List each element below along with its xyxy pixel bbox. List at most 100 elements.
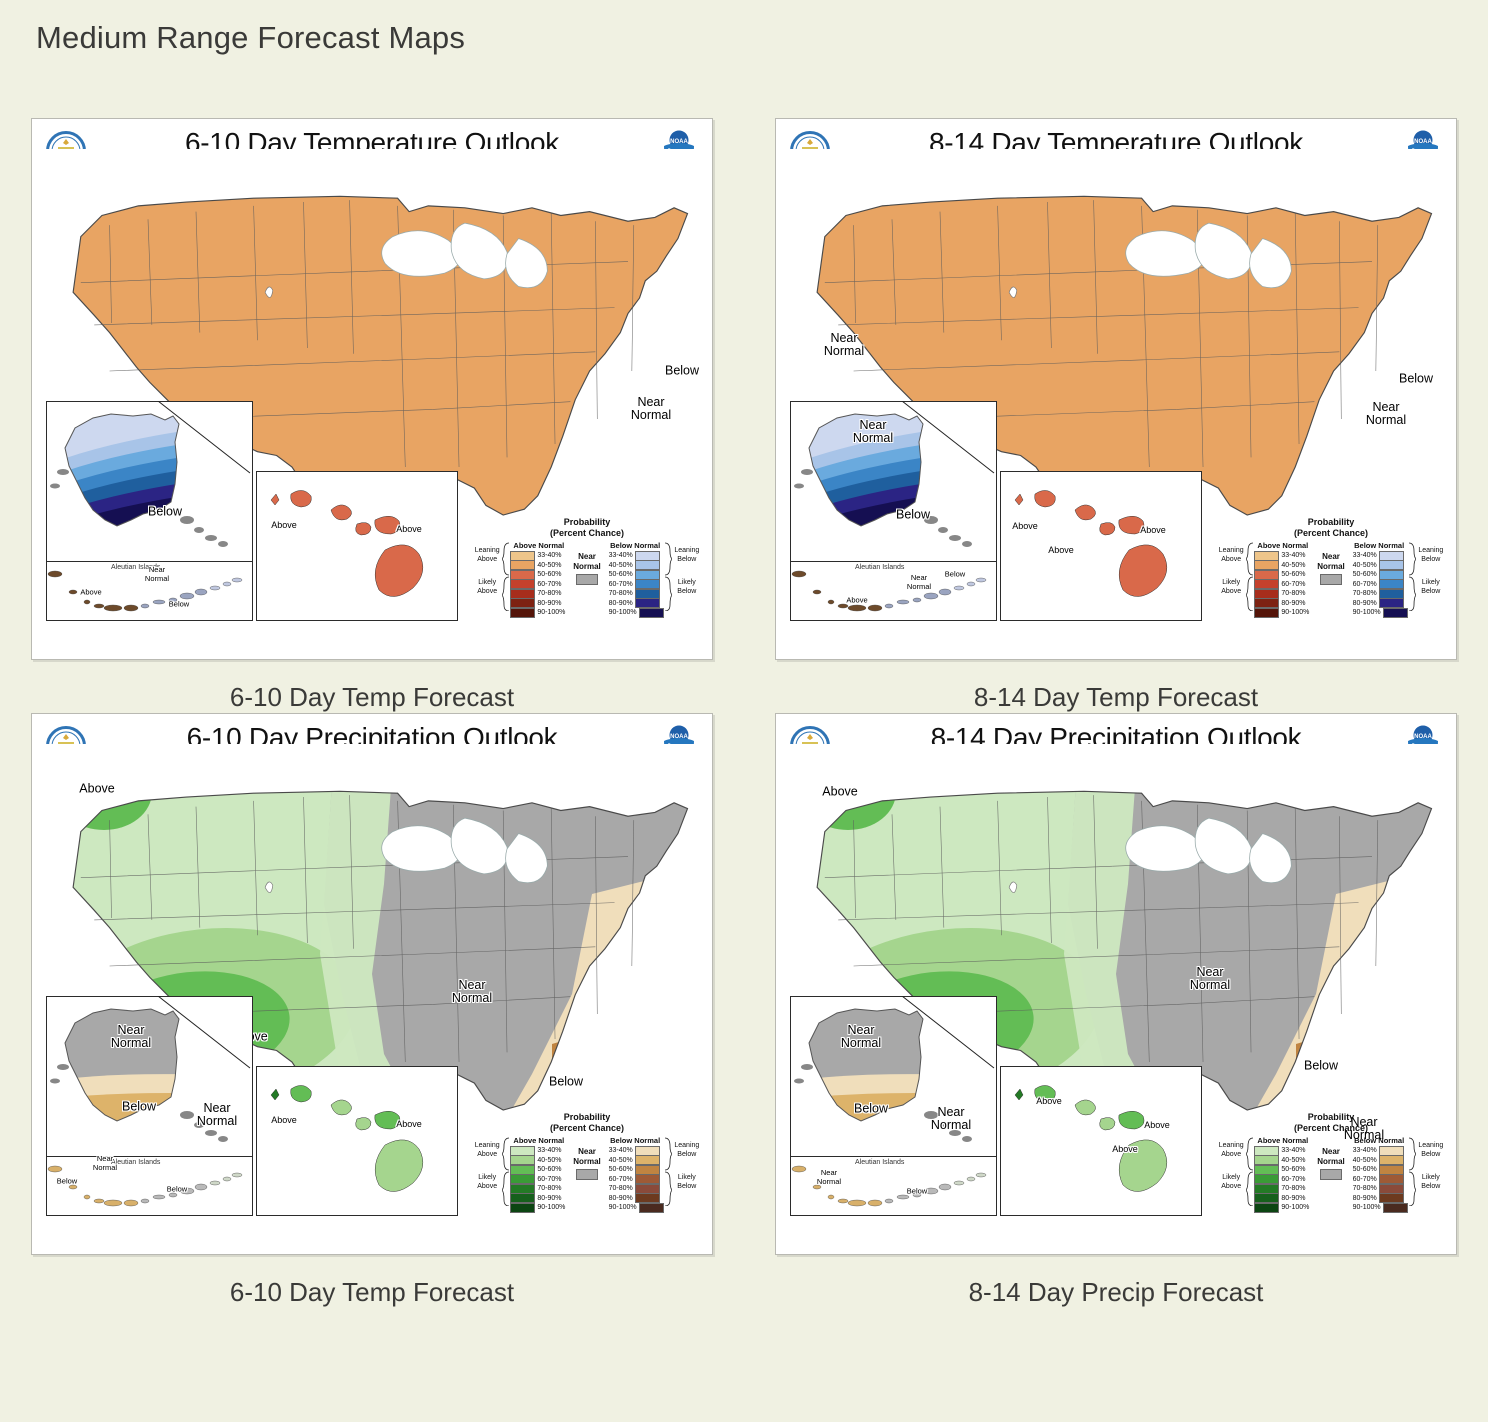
legend-swatch-row: 40-50%	[607, 560, 664, 570]
legend-near-normal: Near Normal	[567, 1136, 606, 1213]
legend-swatch-label: 33-40%	[1281, 1147, 1306, 1154]
probability-legend: Probability (Percent Chance) Leaning Abov…	[1216, 1112, 1446, 1222]
legend-title-line1: Probability	[1307, 1112, 1355, 1122]
legend-swatch-label: 40-50%	[537, 1156, 562, 1164]
legend-below-header: Below Normal	[1354, 1136, 1405, 1145]
legend-swatch-row: 60-70%	[1254, 579, 1311, 589]
aleutian-islands-title: Aleutian Islands	[111, 564, 161, 571]
legend-swatch-row: 90-100%	[607, 1202, 664, 1213]
legend-swatch-label: 33-40%	[608, 1147, 633, 1154]
alaska-inset[interactable]: Near Normal Below Near Normal	[46, 996, 253, 1158]
aleutian-islands-title: Aleutian Islands	[855, 564, 905, 571]
legend-swatch-row: 70-80%	[510, 1183, 567, 1194]
legend-swatch	[1378, 588, 1404, 599]
legend-swatch-label: 33-40%	[537, 552, 562, 559]
svg-text:NOAA: NOAA	[1414, 139, 1432, 145]
probability-legend: Probability (Percent Chance) Leaning Abov…	[1216, 517, 1446, 627]
legend-near-swatch	[576, 574, 598, 585]
legend-swatch-row: 60-70%	[1351, 579, 1408, 589]
legend-near-line1: Near	[1322, 1147, 1340, 1156]
legend-swatch-label: 33-40%	[1281, 552, 1306, 559]
legend-swatch	[634, 550, 660, 561]
legend-right-brace	[664, 541, 673, 618]
legend-right-brace	[1408, 541, 1417, 618]
map-frame-temp_8_14[interactable]: NOAA 8-14 Day Temperature Outlook Valid:…	[775, 118, 1457, 660]
legend-near-normal: Near Normal	[1311, 541, 1350, 618]
map-caption: 8-14 Day Precip Forecast	[968, 1277, 1264, 1307]
map-frame-precip_6_10[interactable]: NOAA 6-10 Day Precipitation Outlook Vali…	[31, 713, 713, 1255]
legend-above-column: Above Normal 33-40% 40-50% 50-60% 60-70% 70-…	[510, 541, 567, 618]
aleutian-islands-inset[interactable]: Aleutian Islands Above Near Normal Below	[46, 561, 253, 621]
legend-swatch	[634, 579, 660, 589]
map-frame-precip_8_14[interactable]: NOAA 8-14 Day Precipitation Outlook Vali…	[775, 713, 1457, 1255]
hawaii-inset[interactable]: Above Above Above	[1000, 1066, 1202, 1216]
legend-swatch-row: 50-60%	[607, 569, 664, 580]
aleutian-islands-title: Aleutian Islands	[855, 1159, 905, 1166]
legend-swatch	[1378, 1155, 1404, 1165]
legend-swatch-label: 60-70%	[1352, 1175, 1377, 1183]
legend-above-header: Above Normal	[1257, 1136, 1309, 1145]
aleutian-islands-inset[interactable]: Aleutian Islands Near Normal Below Below	[46, 1154, 253, 1216]
svg-text:NOAA: NOAA	[670, 734, 688, 740]
map-row: NOAA 6-10 Day Temperature Outlook Valid:…	[0, 118, 1488, 713]
legend-swatch	[634, 1155, 660, 1165]
map-cell: NOAA 8-14 Day Precipitation Outlook Vali…	[744, 713, 1488, 1308]
legend-swatch	[1378, 1183, 1404, 1194]
hawaii-inset[interactable]: Above Above Above	[1000, 471, 1202, 621]
aleutian-islands-title: Aleutian Islands	[111, 1159, 161, 1166]
legend-title-line2: (Percent Chance)	[1293, 1122, 1369, 1133]
legend-above-column: Above Normal 33-40% 40-50% 50-60% 60-70% 70-…	[1254, 541, 1311, 618]
legend-swatch-row: 33-40%	[607, 550, 664, 561]
legend-swatch-row: 90-100%	[510, 1202, 567, 1213]
legend-swatch-label: 90-100%	[537, 609, 566, 616]
legend-left-brace	[501, 541, 510, 618]
legend-swatch-label: 90-100%	[1281, 609, 1310, 616]
legend-swatch-label: 90-100%	[537, 1204, 566, 1211]
legend-swatch	[1382, 1202, 1408, 1213]
legend-swatch-row: 80-90%	[1351, 598, 1408, 608]
legend-swatch-label: 70-80%	[1352, 1185, 1377, 1192]
legend-swatch	[1378, 1145, 1404, 1156]
legend-swatch	[1378, 1174, 1404, 1184]
aleutian-islands-inset[interactable]: Aleutian Islands Near Normal Below	[790, 1156, 997, 1216]
legend-swatch	[510, 1145, 536, 1156]
legend-swatch-label: 80-90%	[537, 599, 562, 607]
legend-swatch-row: 80-90%	[607, 598, 664, 608]
legend-swatch-label: 33-40%	[1352, 552, 1377, 559]
legend-swatch-row: 60-70%	[1351, 1174, 1408, 1184]
legend-swatch-row: 50-60%	[510, 569, 567, 580]
legend-swatch	[1254, 607, 1280, 618]
legend-swatch-label: 50-60%	[1281, 571, 1306, 578]
legend-swatch	[634, 1164, 660, 1175]
legend-swatch-label: 80-90%	[608, 599, 633, 607]
hawaii-inset[interactable]: Above Above	[256, 1066, 458, 1216]
legend-swatch-row: 50-60%	[1254, 1164, 1311, 1175]
legend-right-captions: Leaning Below Likely Below	[1418, 547, 1444, 595]
svg-text:NOAA: NOAA	[1414, 734, 1432, 740]
legend-swatch	[1378, 1164, 1404, 1175]
hawaii-inset[interactable]: Above Above	[256, 471, 458, 621]
legend-swatch	[510, 1155, 536, 1165]
alaska-inset[interactable]: Near Normal Below	[790, 401, 997, 563]
alaska-inset[interactable]: Near Normal Below Near Normal	[790, 996, 997, 1158]
legend-swatch	[634, 588, 660, 599]
legend-near-swatch	[576, 1169, 598, 1180]
legend-swatch	[510, 588, 536, 599]
legend-swatch	[510, 598, 536, 608]
legend-swatch-label: 40-50%	[1352, 561, 1377, 569]
legend-swatch-row: 40-50%	[510, 560, 567, 570]
legend-swatch-row: 80-90%	[607, 1193, 664, 1203]
legend-swatch-row: 40-50%	[1351, 1155, 1408, 1165]
legend-swatch-row: 60-70%	[607, 579, 664, 589]
legend-swatch-label: 80-90%	[608, 1194, 633, 1202]
alaska-inset[interactable]: Below	[46, 401, 253, 563]
legend-swatch-row: 50-60%	[1351, 569, 1408, 580]
legend-above-header: Above Normal	[513, 1136, 565, 1145]
legend-swatch	[510, 1193, 536, 1203]
map-frame-temp_6_10[interactable]: NOAA 6-10 Day Temperature Outlook Valid:…	[31, 118, 713, 660]
legend-swatch-label: 60-70%	[608, 580, 633, 588]
legend-title-line1: Probability	[563, 1112, 611, 1122]
legend-swatch-label: 50-60%	[608, 571, 633, 578]
legend-swatch-row: 33-40%	[1351, 550, 1408, 561]
aleutian-islands-inset[interactable]: Aleutian Islands Above Near Normal Below	[790, 561, 997, 621]
